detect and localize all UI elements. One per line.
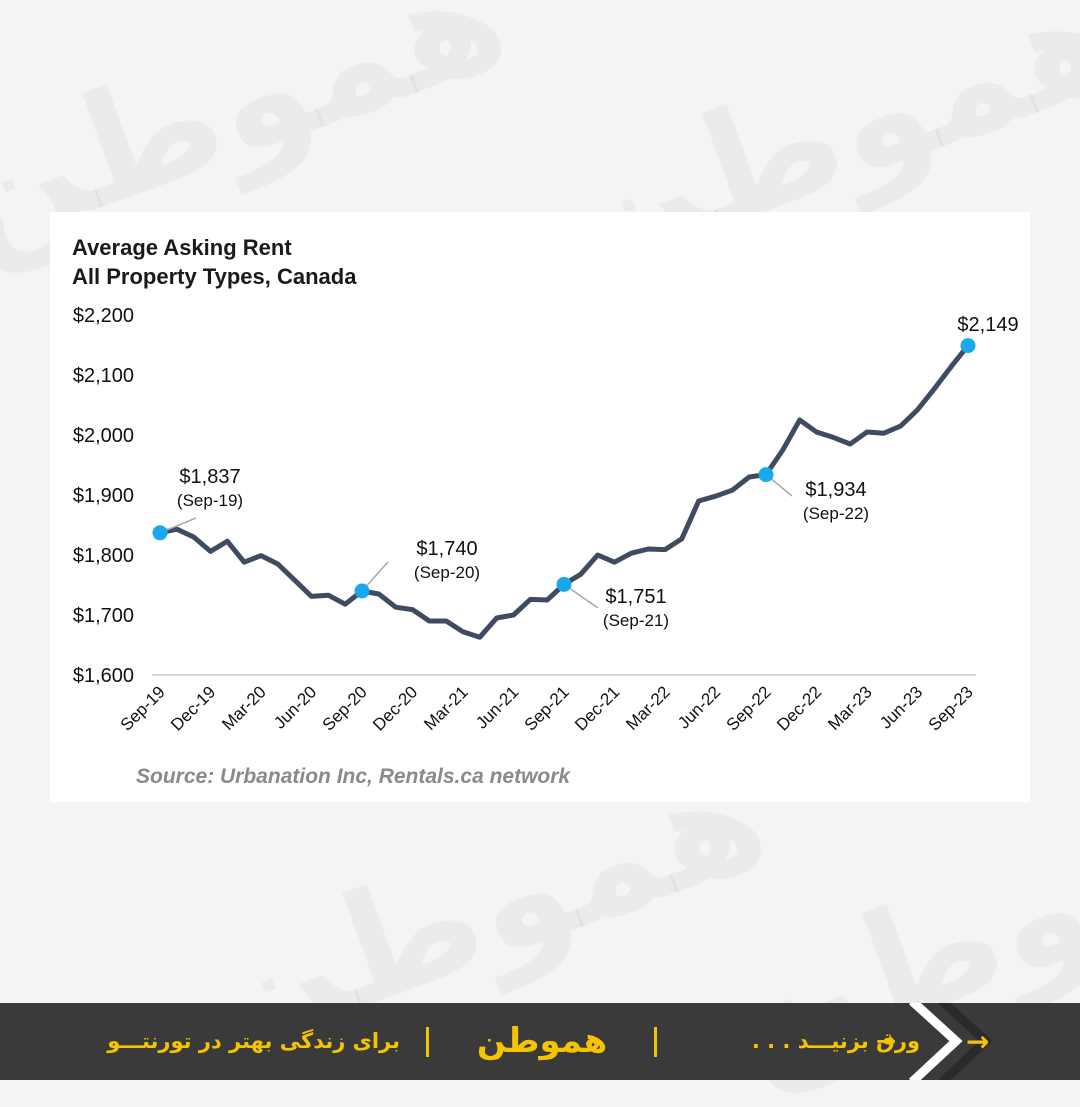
footer-divider xyxy=(426,1027,429,1057)
x-tick-label: Jun-22 xyxy=(674,682,724,732)
y-tick-label: $1,600 xyxy=(73,665,134,687)
brand-logo: هموطن xyxy=(476,1021,608,1061)
swipe-text: ورق بزنیـــد . . . xyxy=(751,1029,920,1053)
annotation-value: $1,751 xyxy=(605,586,666,608)
data-point-marker xyxy=(960,338,976,354)
footer-tagline: برای زندگی بهتر در تورنتـــو xyxy=(107,1029,400,1053)
y-tick-label: $1,700 xyxy=(73,605,134,627)
chart-source: Source: Urbanation Inc, Rentals.ca netwo… xyxy=(136,765,571,788)
x-tick-label: Dec-19 xyxy=(167,682,219,734)
y-tick-label: $2,000 xyxy=(73,425,134,447)
chart-subtitle: All Property Types, Canada xyxy=(72,264,357,289)
annotation-value: $1,740 xyxy=(416,538,477,560)
chart-title: Average Asking Rent xyxy=(72,235,292,260)
swipe-arrow-small-icon: → xyxy=(876,1027,897,1055)
y-tick-label: $1,800 xyxy=(73,545,134,567)
y-axis: $1,600 $1,700 $1,800 $1,900 $2,000 $2,100 $2,2… xyxy=(73,305,134,687)
annotation-date: (Sep-21) xyxy=(603,611,669,630)
x-tick-label: Jun-21 xyxy=(472,682,522,732)
data-point-marker xyxy=(758,467,774,483)
x-tick-label: Mar-22 xyxy=(622,682,674,734)
annotation-date: (Sep-19) xyxy=(177,491,243,510)
line-chart: $1,600 $1,700 $1,800 $1,900 $2,000 $2,100 $2,2… xyxy=(73,305,1019,735)
x-tick-label: Sep-20 xyxy=(319,682,371,734)
chevrons-icon xyxy=(908,1003,993,1080)
annotation-date: (Sep-22) xyxy=(803,504,869,523)
x-tick-label: Mar-21 xyxy=(420,682,472,734)
annotation-value: $2,149 xyxy=(957,314,1018,336)
x-tick-label: Sep-19 xyxy=(117,682,169,734)
annotation-value: $1,934 xyxy=(805,479,866,501)
footer-divider xyxy=(654,1027,657,1057)
annotation-value: $1,837 xyxy=(179,466,240,488)
x-tick-label: Sep-23 xyxy=(925,682,977,734)
swipe-arrow-icon[interactable]: → xyxy=(966,1025,990,1058)
x-tick-label: Dec-20 xyxy=(369,682,421,734)
footer-bar: → ورق بزنیـــد . . . → هموطن برای زندگی … xyxy=(0,1003,1080,1080)
x-tick-label: Jun-23 xyxy=(876,682,926,732)
data-point-marker xyxy=(556,576,572,592)
annotations: $1,837 (Sep-19) $1,740 (Sep-20) $1,751 (Sep-2… xyxy=(152,314,1019,630)
y-tick-label: $2,100 xyxy=(73,365,134,387)
annotation-date: (Sep-20) xyxy=(414,563,480,582)
chart-title-block: Average Asking Rent All Property Types, … xyxy=(72,233,356,291)
x-tick-label: Mar-23 xyxy=(824,682,876,734)
swipe-hint: ورق بزنیـــد . . . xyxy=(690,1003,920,1080)
y-tick-label: $2,200 xyxy=(73,305,134,327)
y-tick-label: $1,900 xyxy=(73,485,134,507)
data-point-marker xyxy=(354,583,370,599)
x-tick-label: Jun-20 xyxy=(270,682,320,732)
x-tick-label: Dec-22 xyxy=(773,682,825,734)
chart-card xyxy=(50,212,1030,802)
data-point-marker xyxy=(152,525,168,541)
x-tick-label: Sep-22 xyxy=(723,682,775,734)
x-tick-label: Mar-20 xyxy=(218,682,270,734)
x-tick-label: Dec-21 xyxy=(571,682,623,734)
x-tick-label: Sep-21 xyxy=(521,682,573,734)
